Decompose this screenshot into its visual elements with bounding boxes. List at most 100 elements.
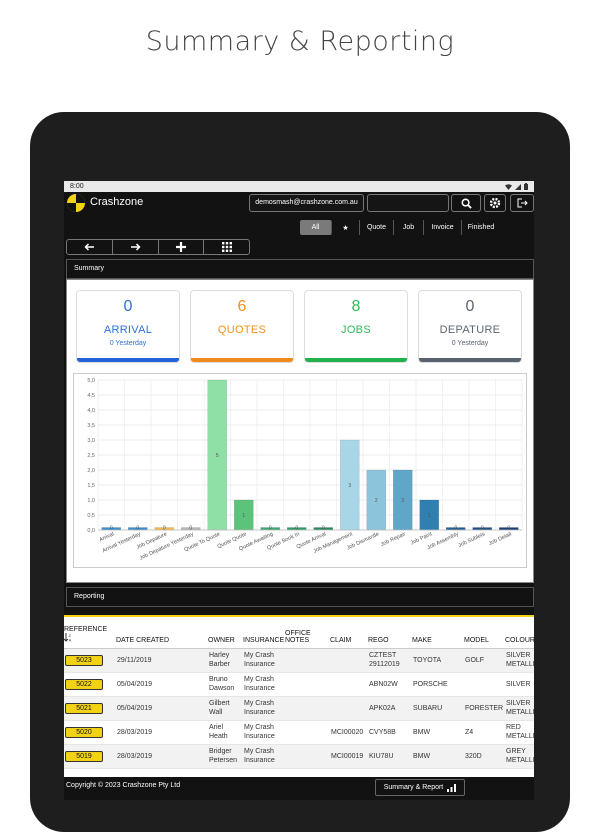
bar-data-label: 0 [136,526,139,532]
col-insurance[interactable]: INSURANCE [243,615,285,649]
departure-label: DEPATURE [439,324,501,336]
search-input[interactable] [367,194,449,212]
reference-button[interactable]: 5020 [65,726,103,738]
apps-grid-button[interactable] [204,240,249,254]
cell-insurance: My Crash Insurance [243,696,285,721]
cell-rego: KIU78U [368,744,412,769]
jobs-label: JOBS [341,324,371,336]
cell-date: 28/03/2019 [116,744,208,769]
filter-tab-finished[interactable]: Finished [467,224,495,231]
cell-claim: MCI00020 [330,720,368,745]
sort-icon: ZA [64,632,72,642]
bar-data-label: 1 [428,513,431,519]
cell-owner: Bruno Dawson [208,672,243,697]
col-colour[interactable]: COLOUR [505,615,534,649]
cell-make: PORSCHE [412,672,464,697]
summary-report-tab[interactable]: Summary & Report [375,779,465,796]
filter-tab-favourites[interactable]: ★ [332,220,360,235]
reference-button[interactable]: 5023 [65,654,103,666]
reference-button[interactable]: 5022 [65,678,103,690]
cell-ref: 5021 [64,696,116,721]
col-date-created[interactable]: DATE CREATED [116,615,208,649]
bar-data-label: 5 [216,453,219,459]
cell-claim [330,696,368,721]
col-claim[interactable]: CLAIM [330,615,368,649]
summary-section-header[interactable]: Summary [66,259,534,279]
bar-data-label: 0 [189,526,192,532]
svg-text:A: A [69,637,72,642]
cell-date: 28/03/2019 [116,720,208,745]
departure-count: 0 [465,298,475,315]
footer-bar: Copyright © 2023 Crashzone Pty Ltd Summa… [64,777,534,800]
cell-date [116,768,208,777]
col-rego[interactable]: REGO [368,615,412,649]
quotes-label: QUOTES [217,324,267,336]
back-button[interactable] [67,240,113,254]
cell-date: 05/04/2019 [116,696,208,721]
col-owner[interactable]: OWNER [208,615,243,649]
summary-chart: 0,0 0,5 1,0 1,5 2,0 2,5 3,0 3,5 4,0 4,5 5,0 0 Arriva… [73,373,527,568]
battery-icon [524,183,528,190]
cell-owner: Bruno [208,768,243,777]
user-email-button[interactable]: demosmash@crashzone.com.au [249,194,364,212]
cell-model: Z4 [464,720,505,745]
filter-tab-job[interactable]: Job [394,220,424,235]
table-row[interactable]: 5022 05/04/2019 Bruno Dawson My Crash Insur… [64,672,534,697]
summary-report-tab-label: Summary & Report [383,784,444,791]
forward-button[interactable] [113,240,159,254]
col-office-notes[interactable]: OFFICE NOTES [285,615,330,649]
bar-data-label: 0 [481,526,484,532]
quotes-card[interactable]: 6 QUOTES [190,290,294,363]
jobs-color-bar [305,358,407,362]
reporting-section-header[interactable]: Reporting [66,587,534,607]
cell-colour: SILVER METALLIC [505,648,534,673]
cell-colour: RED METALLIC [505,720,534,745]
add-button[interactable] [159,240,205,254]
reference-button[interactable]: 5019 [65,750,103,762]
plus-icon [175,242,186,252]
bar-data-label: 0 [322,526,325,532]
arrival-card[interactable]: 0 ARRIVAL 0 Yesterday [76,290,180,363]
status-time: 8:00 [70,183,84,190]
cell-colour: SILVER [505,672,534,697]
nav-toolbar [66,239,250,255]
table-row[interactable]: 5023 29/11/2019 Harley Barber My Crash Insu… [64,648,534,673]
col-make[interactable]: MAKE [412,615,464,649]
jobs-card[interactable]: 8 JOBS [304,290,408,363]
cell-make: BMW [412,720,464,745]
table-row[interactable]: BrunoMy Crash [64,768,534,777]
filter-tab-all[interactable]: All [300,220,332,235]
table-row[interactable]: 5021 05/04/2019 Gilbert Wall My Crash Insur… [64,696,534,721]
cell-model: FORESTER [464,696,505,721]
departure-card[interactable]: 0 DEPATURE 0 Yesterday [418,290,522,363]
cell-claim [330,648,368,673]
y-tick-label: 2,5 [87,453,95,459]
cell-claim [330,672,368,697]
y-tick-label: 4,5 [87,393,95,399]
reference-button[interactable]: 5021 [65,702,103,714]
cell-rego [368,768,412,777]
y-tick-label: 1,0 [87,498,95,504]
bar-data-label: 0 [269,526,272,532]
filter-tab-invoice[interactable]: Invoice [424,220,462,235]
y-tick-label: 1,5 [87,483,95,489]
settings-button[interactable] [484,194,506,212]
cell-insurance: My Crash Insurance [243,744,285,769]
cell-ref [64,768,116,777]
bar-data-label: 0 [163,526,166,532]
table-row[interactable]: 5019 28/03/2019 Bridger Petersen My Crash I… [64,744,534,769]
y-tick-label: 5,0 [87,378,95,384]
filter-tab-quote[interactable]: Quote [360,220,394,235]
search-button[interactable] [451,194,481,212]
signal-icon [515,183,521,190]
cell-notes [285,672,330,697]
cell-owner: Harley Barber [208,648,243,673]
page-headline: Summary & Reporting [145,26,455,57]
cell-notes [285,768,330,777]
col-model[interactable]: MODEL [464,615,505,649]
cell-ref: 5020 [64,720,116,745]
table-row[interactable]: 5020 28/03/2019 Ariel Heath My Crash Insura… [64,720,534,745]
logout-button[interactable] [510,194,534,212]
